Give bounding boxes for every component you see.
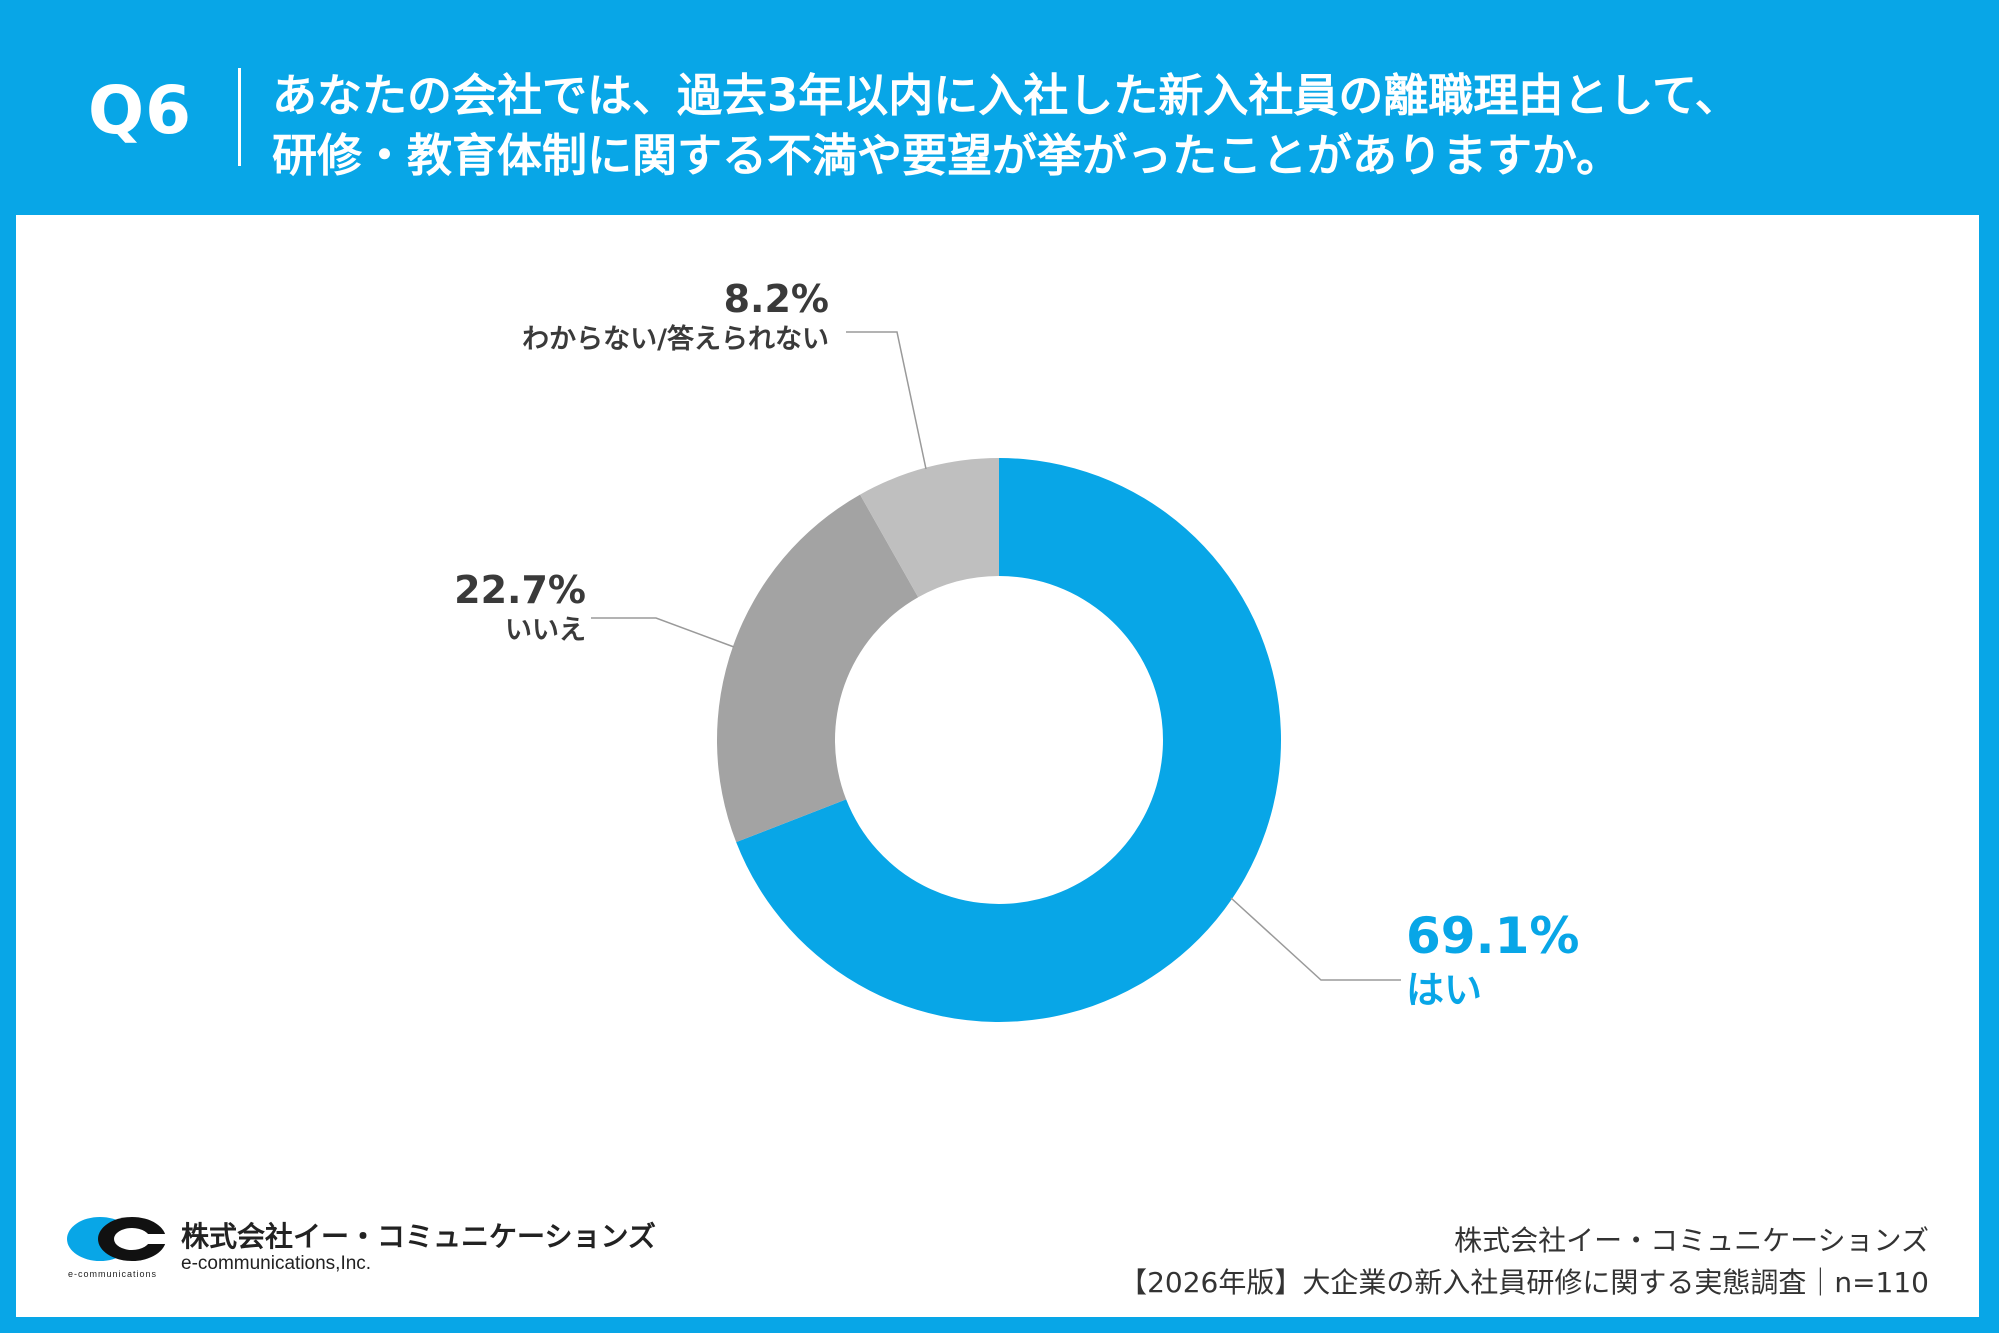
- e-communications-logo-icon: [67, 1217, 176, 1261]
- header: Q6 あなたの会社では、過去3年以内に入社した新入社員の離職理由として、 研修・…: [0, 0, 1999, 215]
- category-label-2: いいえ: [505, 615, 586, 646]
- leader-line-1: [1230, 897, 1401, 981]
- logo-small-text: e-communications: [68, 1269, 158, 1279]
- source-note: 株式会社イー・コミュニケーションズ 【2026年版】大企業の新入社員研修に関する…: [1119, 1220, 1929, 1304]
- value-label-1: 69.1%: [1406, 907, 1579, 965]
- donut-slice-2: [717, 494, 919, 843]
- value-label-2: 22.7%: [454, 568, 586, 612]
- question-line-2: 研修・教育体制に関する不満や要望が挙がったことがありますか。: [272, 129, 1622, 182]
- company-logo: e-communications 株式会社イー・コミュニケーションズ e-com…: [66, 1215, 656, 1285]
- survey-title: 【2026年版】大企業の新入社員研修に関する実態調査｜n=110: [1119, 1266, 1929, 1299]
- question-text: あなたの会社では、過去3年以内に入社した新入社員の離職理由として、 研修・教育体…: [272, 66, 1952, 186]
- donut-slice-3: [860, 458, 999, 598]
- value-label-3: 8.2%: [724, 277, 829, 321]
- source-company: 株式会社イー・コミュニケーションズ: [1454, 1224, 1929, 1257]
- donut-slice-1: [736, 458, 1281, 1022]
- category-label-3: わからない/答えられない: [522, 323, 829, 355]
- donut-chart: 69.1%はい 22.7%いいえ 8.2%わからない/答えられない: [454, 277, 1579, 1022]
- logo-english-name: e-communications,Inc.: [181, 1253, 372, 1274]
- leader-line-3: [846, 331, 927, 470]
- chart-panel: 69.1% はい 22.7% いいえ 8.2% わからない/答えられない e-commun…: [16, 215, 1979, 1317]
- question-number: Q6: [88, 72, 193, 149]
- question-line-1: あなたの会社では、過去3年以内に入社した新入社員の離職理由として、: [272, 69, 1740, 122]
- header-divider: [238, 68, 241, 166]
- logo-company-name: 株式会社イー・コミュニケーションズ: [181, 1220, 656, 1253]
- leader-line-2: [591, 617, 735, 648]
- category-label-1: はい: [1406, 968, 1482, 1012]
